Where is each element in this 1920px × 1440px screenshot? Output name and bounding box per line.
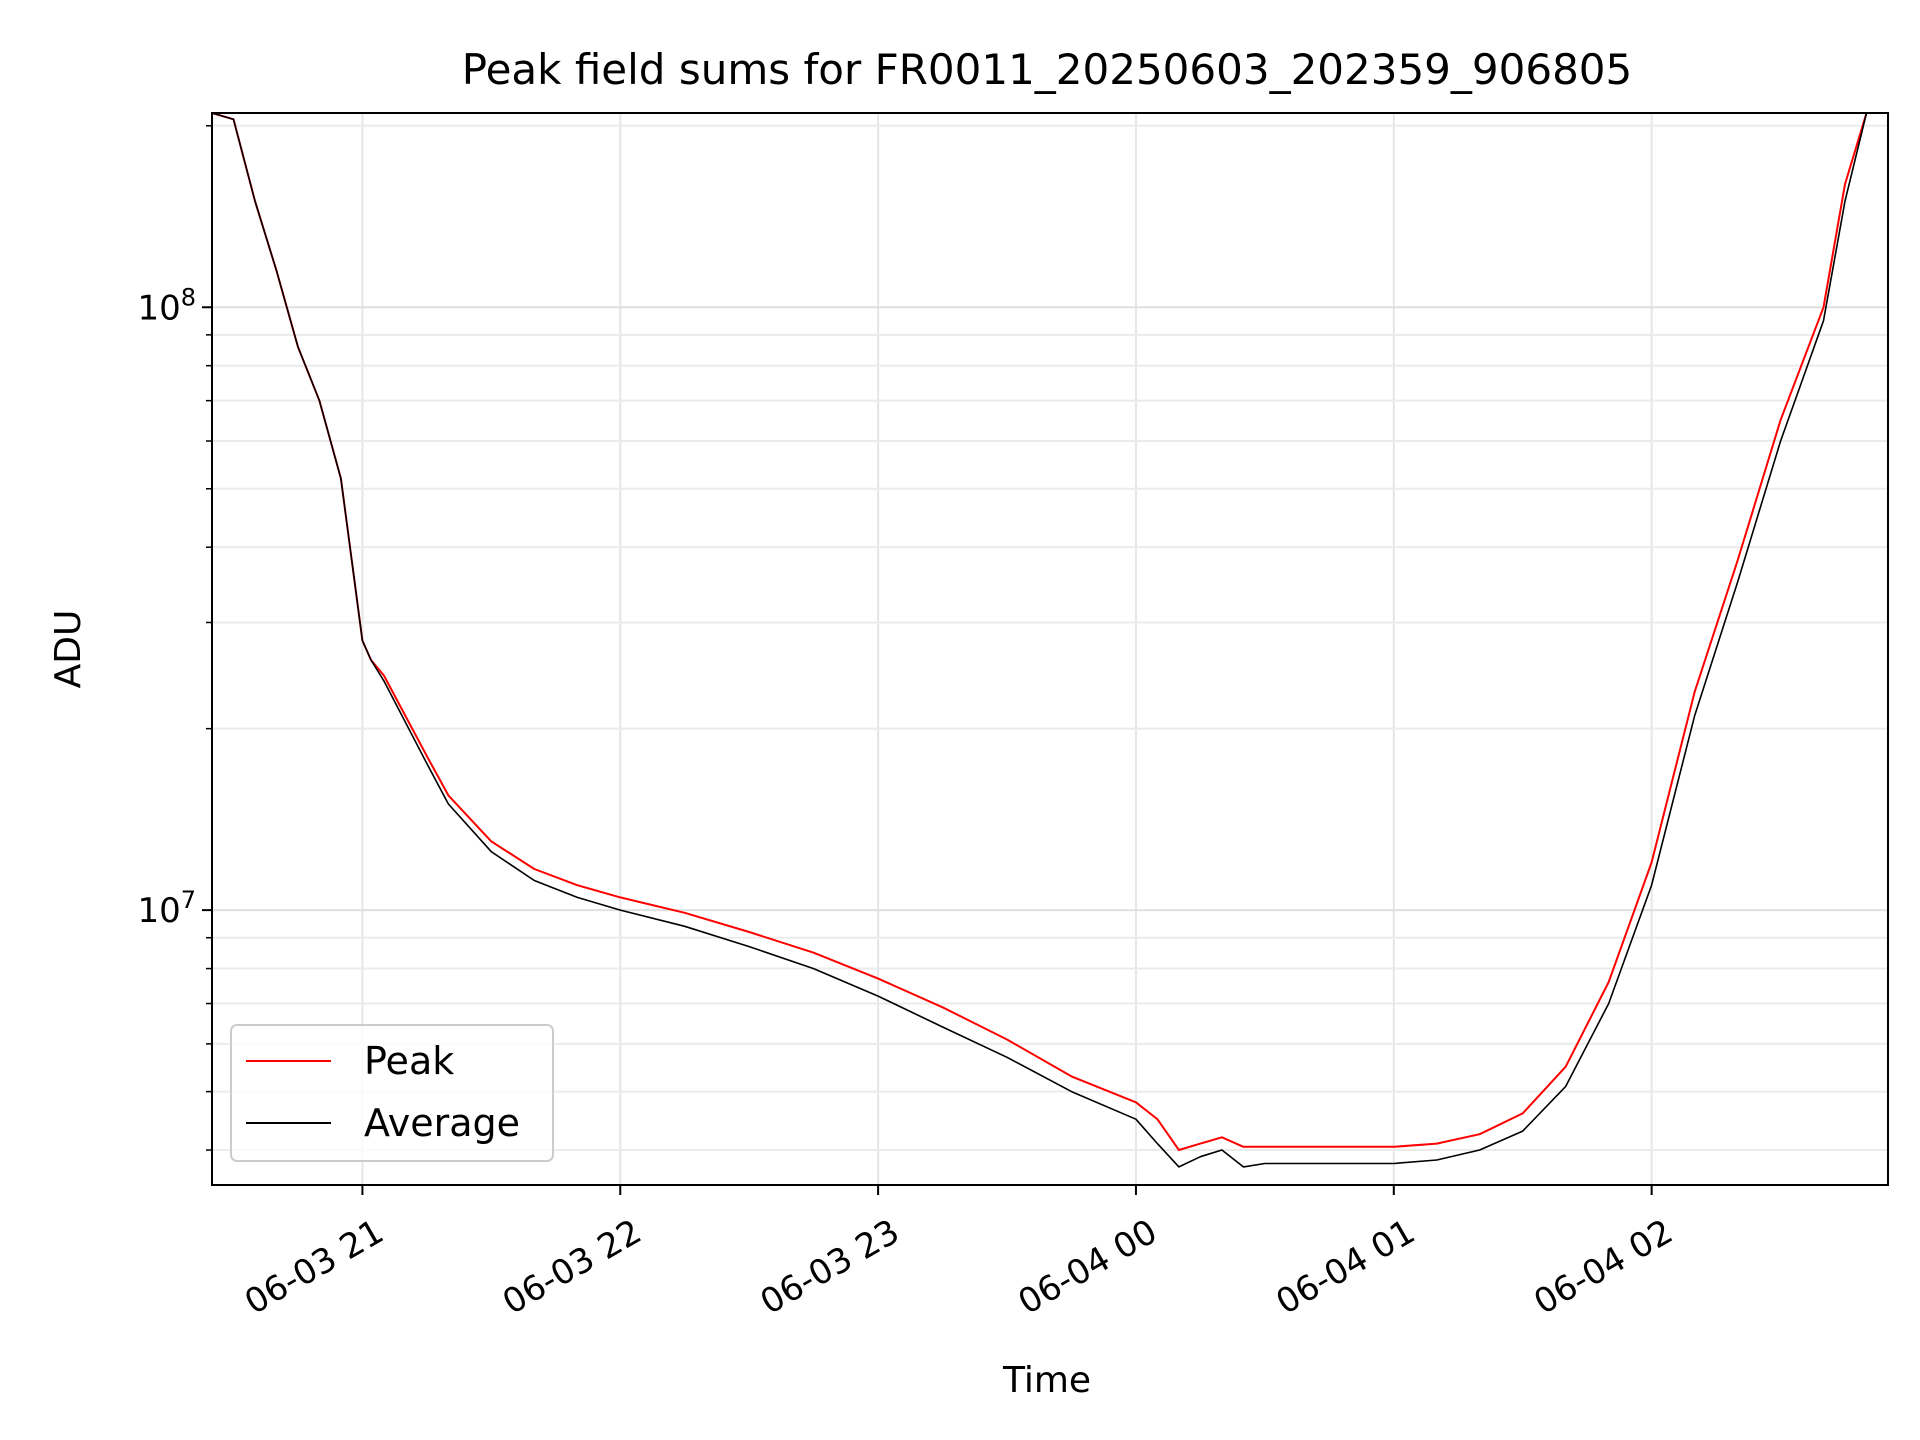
legend-average-label: Average xyxy=(364,1101,520,1145)
chart-title: Peak field sums for FR0011_20250603_2023… xyxy=(462,45,1632,94)
y-tick-label: 107 xyxy=(137,886,196,931)
x-axis-label: Time xyxy=(1002,1360,1091,1401)
series-layer xyxy=(211,112,1868,1168)
legend: Peak Average xyxy=(230,1024,554,1162)
legend-peak-label: Peak xyxy=(364,1039,454,1083)
average-series-line xyxy=(211,112,1868,1168)
y-axis: 107 108 xyxy=(137,125,212,1151)
y-axis-label: ADU xyxy=(48,610,89,689)
y-tick-label: 108 xyxy=(137,283,196,328)
grid xyxy=(212,113,1888,1185)
legend-box xyxy=(230,1024,554,1162)
plot-frame xyxy=(211,112,1889,1186)
